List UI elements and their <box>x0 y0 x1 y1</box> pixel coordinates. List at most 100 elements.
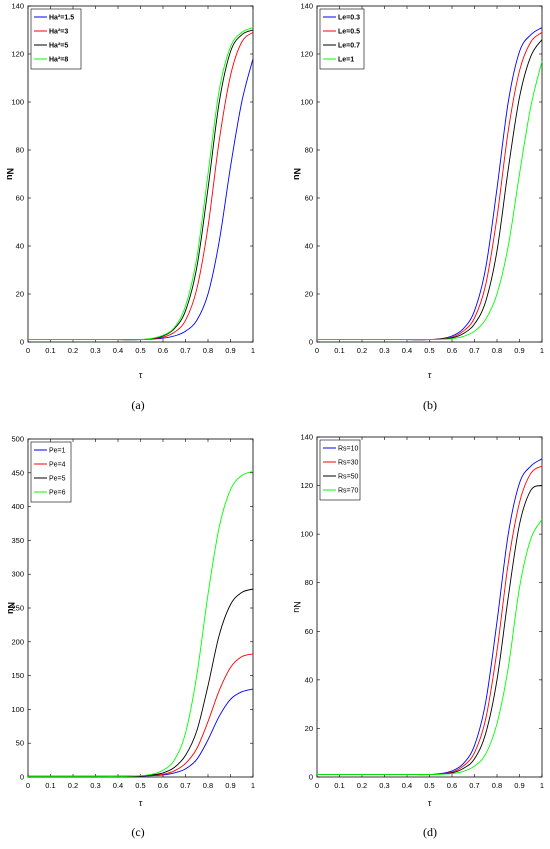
x-tick-label: 0.2 <box>68 781 78 790</box>
x-axis-label: τ <box>139 798 143 809</box>
x-tick-label: 0.1 <box>334 346 344 355</box>
legend-label: Pe=4 <box>49 462 66 469</box>
y-axis-label: Nu <box>292 601 302 613</box>
x-tick-label: 0.5 <box>135 346 145 355</box>
x-tick-label: 0.5 <box>424 781 434 790</box>
legend-label: Rs=70 <box>338 488 359 495</box>
y-axis-label: Nu <box>6 602 16 614</box>
y-tick-label: 100 <box>300 530 313 539</box>
x-tick-label: 0.7 <box>180 781 190 790</box>
caption-c: (c) <box>131 825 145 839</box>
legend-label: Ha²=3 <box>49 29 68 36</box>
x-tick-label: 0.5 <box>135 781 145 790</box>
legend-label: Ha²=8 <box>49 57 68 64</box>
y-tick-label: 350 <box>11 536 24 545</box>
legend-label: Ha²=5 <box>49 43 68 50</box>
series-line <box>28 27 254 341</box>
x-tick-label: 1 <box>540 781 544 790</box>
y-tick-label: 140 <box>300 433 313 442</box>
y-tick-label: 60 <box>16 194 24 203</box>
y-tick-label: 150 <box>11 671 24 680</box>
y-tick-label: 60 <box>305 194 313 203</box>
chart-panel-c: 0 0.1 0.2 0.3 0.4 0.5 0.6 0.7 0.8 0.9 1 0 50 100 150 20… <box>0 432 275 849</box>
x-tick-label: 0.6 <box>447 781 457 790</box>
x-tick-label: 0.2 <box>357 781 367 790</box>
y-tick-label: 300 <box>11 570 24 579</box>
x-tick-label: 0.4 <box>402 346 412 355</box>
y-tick-label: 0 <box>309 338 313 347</box>
x-tick-label: 0.3 <box>90 781 100 790</box>
legend-label: Rs=50 <box>338 474 359 481</box>
y-tick-label: 200 <box>11 637 24 646</box>
x-tick-label: 0.8 <box>492 346 502 355</box>
x-tick-label: 0.8 <box>203 346 213 355</box>
x-tick-label: 0.9 <box>225 346 235 355</box>
x-tick-label: 0.3 <box>90 346 100 355</box>
chart-d: 0 0.1 0.2 0.3 0.4 0.5 0.6 0.7 0.8 0.9 1 0 20 40 60 80 10… <box>292 433 544 810</box>
legend-label: Ha²=1.5 <box>49 15 74 22</box>
legend-label: Pe=1 <box>49 448 66 455</box>
chart-c: 0 0.1 0.2 0.3 0.4 0.5 0.6 0.7 0.8 0.9 1 0 50 100 150 20… <box>6 435 255 810</box>
x-tick-label: 0.1 <box>45 781 55 790</box>
series-line <box>317 519 543 776</box>
x-tick-label: 0 <box>315 781 319 790</box>
y-tick-label: 20 <box>305 724 313 733</box>
x-tick-label: 0.3 <box>379 346 389 355</box>
series-line <box>28 471 254 777</box>
y-tick-label: 80 <box>16 146 24 155</box>
caption-d: (d) <box>423 825 437 839</box>
y-tick-label: 450 <box>11 468 24 477</box>
y-tick-label: 60 <box>305 627 313 636</box>
x-tick-label: 0.7 <box>180 346 190 355</box>
y-tick-label: 500 <box>11 435 24 444</box>
x-axis-label: τ <box>139 370 143 381</box>
x-tick-label: 0.1 <box>45 346 55 355</box>
chart-b: 0 0.1 0.2 0.3 0.4 0.5 0.6 0.7 0.8 0.9 1 0 20 40 60 80 10… <box>292 2 544 382</box>
y-tick-label: 0 <box>309 773 313 782</box>
x-tick-label: 0.6 <box>447 346 457 355</box>
x-tick-label: 0.7 <box>469 781 479 790</box>
y-axis-label: Nu <box>292 168 302 180</box>
y-tick-label: 120 <box>300 50 313 59</box>
y-tick-label: 40 <box>305 675 313 684</box>
x-tick-label: 0 <box>26 781 30 790</box>
y-tick-label: 20 <box>305 290 313 299</box>
x-tick-label: 0.9 <box>225 781 235 790</box>
x-tick-label: 0.9 <box>514 346 524 355</box>
x-tick-label: 0.8 <box>203 781 213 790</box>
legend-label: Pe=6 <box>49 490 66 497</box>
y-tick-label: 40 <box>16 242 24 251</box>
y-tick-label: 80 <box>305 146 313 155</box>
y-tick-label: 140 <box>300 2 313 11</box>
y-tick-label: 80 <box>305 578 313 587</box>
x-tick-label: 0.6 <box>158 781 168 790</box>
x-tick-label: 1 <box>251 346 255 355</box>
y-tick-label: 40 <box>305 242 313 251</box>
x-tick-label: 0.8 <box>492 781 502 790</box>
legend-label: Le=0.7 <box>338 43 360 50</box>
legend-label: Le=1 <box>338 57 354 64</box>
chart-a: 0 0.1 0.2 0.3 0.4 0.5 0.6 0.7 0.8 0.9 1 0 20 40 60 80 10… <box>5 2 255 382</box>
legend-label: Le=0.5 <box>338 29 360 36</box>
series-line <box>317 61 543 341</box>
y-axis-label: Nu <box>5 168 15 180</box>
x-tick-label: 0.7 <box>469 346 479 355</box>
y-tick-label: 100 <box>11 705 24 714</box>
x-axis-label: τ <box>428 798 432 809</box>
x-tick-label: 0.4 <box>402 781 412 790</box>
legend-label: Le=0.3 <box>338 15 360 22</box>
y-tick-label: 100 <box>11 98 24 107</box>
x-tick-label: 0.6 <box>158 346 168 355</box>
y-tick-label: 120 <box>300 481 313 490</box>
x-tick-label: 0.3 <box>379 781 389 790</box>
y-tick-label: 100 <box>300 98 313 107</box>
x-tick-label: 0.1 <box>334 781 344 790</box>
chart-panel-d: 0 0.1 0.2 0.3 0.4 0.5 0.6 0.7 0.8 0.9 1 0 20 40 60 80 10… <box>275 432 550 849</box>
legend-label: Rs=30 <box>338 460 359 467</box>
y-tick-label: 0 <box>20 773 24 782</box>
x-tick-label: 0 <box>26 346 30 355</box>
x-tick-label: 0.2 <box>357 346 367 355</box>
y-tick-label: 50 <box>16 739 24 748</box>
x-axis-label: τ <box>428 370 432 381</box>
x-tick-label: 1 <box>540 346 544 355</box>
